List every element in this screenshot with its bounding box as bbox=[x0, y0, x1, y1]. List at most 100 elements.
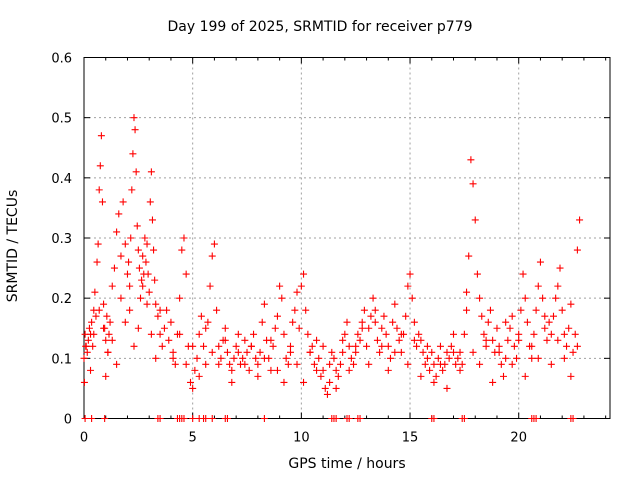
data-point bbox=[469, 180, 477, 188]
data-point bbox=[326, 378, 334, 386]
data-point bbox=[144, 270, 152, 278]
data-point bbox=[321, 384, 329, 392]
data-point bbox=[576, 216, 584, 224]
data-point bbox=[539, 294, 547, 302]
data-point bbox=[108, 282, 116, 290]
data-point bbox=[565, 324, 573, 332]
data-point bbox=[360, 306, 368, 314]
data-point bbox=[260, 354, 268, 362]
data-point bbox=[202, 415, 210, 422]
data-point bbox=[230, 354, 238, 362]
data-point bbox=[502, 318, 510, 326]
data-point bbox=[480, 330, 488, 338]
data-point bbox=[180, 234, 188, 242]
y-tick-label: 0.2 bbox=[51, 292, 72, 307]
data-point bbox=[300, 378, 308, 386]
data-point bbox=[280, 378, 288, 386]
data-point bbox=[460, 330, 468, 338]
data-point bbox=[102, 372, 110, 380]
data-point bbox=[304, 330, 312, 338]
data-point bbox=[330, 354, 338, 362]
data-point bbox=[419, 348, 427, 356]
data-point bbox=[158, 342, 166, 350]
data-point bbox=[141, 234, 149, 242]
data-point bbox=[484, 318, 492, 326]
data-point bbox=[147, 168, 155, 176]
data-point bbox=[545, 318, 553, 326]
data-point bbox=[302, 306, 310, 314]
data-point bbox=[402, 312, 410, 320]
data-point bbox=[94, 240, 102, 248]
y-tick-label: 0.5 bbox=[51, 112, 72, 127]
data-point bbox=[517, 306, 525, 314]
data-point bbox=[189, 342, 197, 350]
data-point bbox=[552, 294, 560, 302]
data-point bbox=[395, 336, 403, 344]
data-point bbox=[571, 330, 579, 338]
data-point bbox=[345, 415, 353, 422]
data-point bbox=[328, 348, 336, 356]
data-point bbox=[243, 348, 251, 356]
data-point bbox=[83, 348, 91, 356]
data-point bbox=[569, 415, 577, 422]
data-point bbox=[267, 336, 275, 344]
data-point bbox=[393, 324, 401, 332]
data-point bbox=[134, 324, 142, 332]
data-point bbox=[519, 270, 527, 278]
data-point bbox=[352, 348, 360, 356]
data-point bbox=[443, 384, 451, 392]
data-point bbox=[536, 258, 544, 266]
data-point bbox=[101, 415, 109, 422]
data-point bbox=[151, 276, 159, 284]
data-point bbox=[415, 330, 423, 338]
data-point bbox=[163, 306, 171, 314]
data-point bbox=[410, 336, 418, 344]
data-point bbox=[489, 378, 497, 386]
data-point bbox=[369, 294, 377, 302]
data-point bbox=[306, 348, 314, 356]
data-point bbox=[404, 282, 412, 290]
data-point bbox=[133, 222, 141, 230]
data-point bbox=[486, 306, 494, 314]
data-point bbox=[217, 354, 225, 362]
data-point bbox=[146, 198, 154, 206]
data-point bbox=[365, 360, 373, 368]
data-point bbox=[508, 312, 516, 320]
data-point bbox=[115, 210, 123, 218]
data-point bbox=[127, 234, 135, 242]
data-point bbox=[384, 342, 392, 350]
data-point bbox=[138, 276, 146, 284]
data-point bbox=[169, 354, 177, 362]
data-point bbox=[356, 336, 364, 344]
data-point bbox=[171, 360, 179, 368]
data-point bbox=[478, 312, 486, 320]
data-point bbox=[293, 360, 301, 368]
data-point bbox=[450, 348, 458, 356]
data-point bbox=[391, 348, 399, 356]
data-point bbox=[178, 246, 186, 254]
y-tick-label: 0.1 bbox=[51, 352, 72, 367]
data-point bbox=[87, 366, 95, 374]
x-axis-label: GPS time / hours bbox=[288, 456, 406, 472]
data-point bbox=[260, 300, 268, 308]
data-point bbox=[515, 330, 523, 338]
data-point bbox=[221, 336, 229, 344]
data-point bbox=[410, 318, 418, 326]
data-point bbox=[273, 312, 281, 320]
data-point bbox=[250, 330, 258, 338]
data-point bbox=[523, 318, 531, 326]
data-point bbox=[497, 360, 505, 368]
data-point bbox=[567, 300, 575, 308]
data-point bbox=[554, 282, 562, 290]
data-point bbox=[117, 294, 125, 302]
data-point bbox=[350, 360, 358, 368]
data-point bbox=[413, 342, 421, 350]
data-point bbox=[165, 336, 173, 344]
data-point bbox=[228, 378, 236, 386]
x-tick-label: 10 bbox=[293, 431, 310, 446]
data-point bbox=[319, 366, 327, 374]
data-point bbox=[573, 246, 581, 254]
data-point bbox=[125, 258, 133, 266]
data-point bbox=[142, 258, 150, 266]
data-point bbox=[417, 336, 425, 344]
